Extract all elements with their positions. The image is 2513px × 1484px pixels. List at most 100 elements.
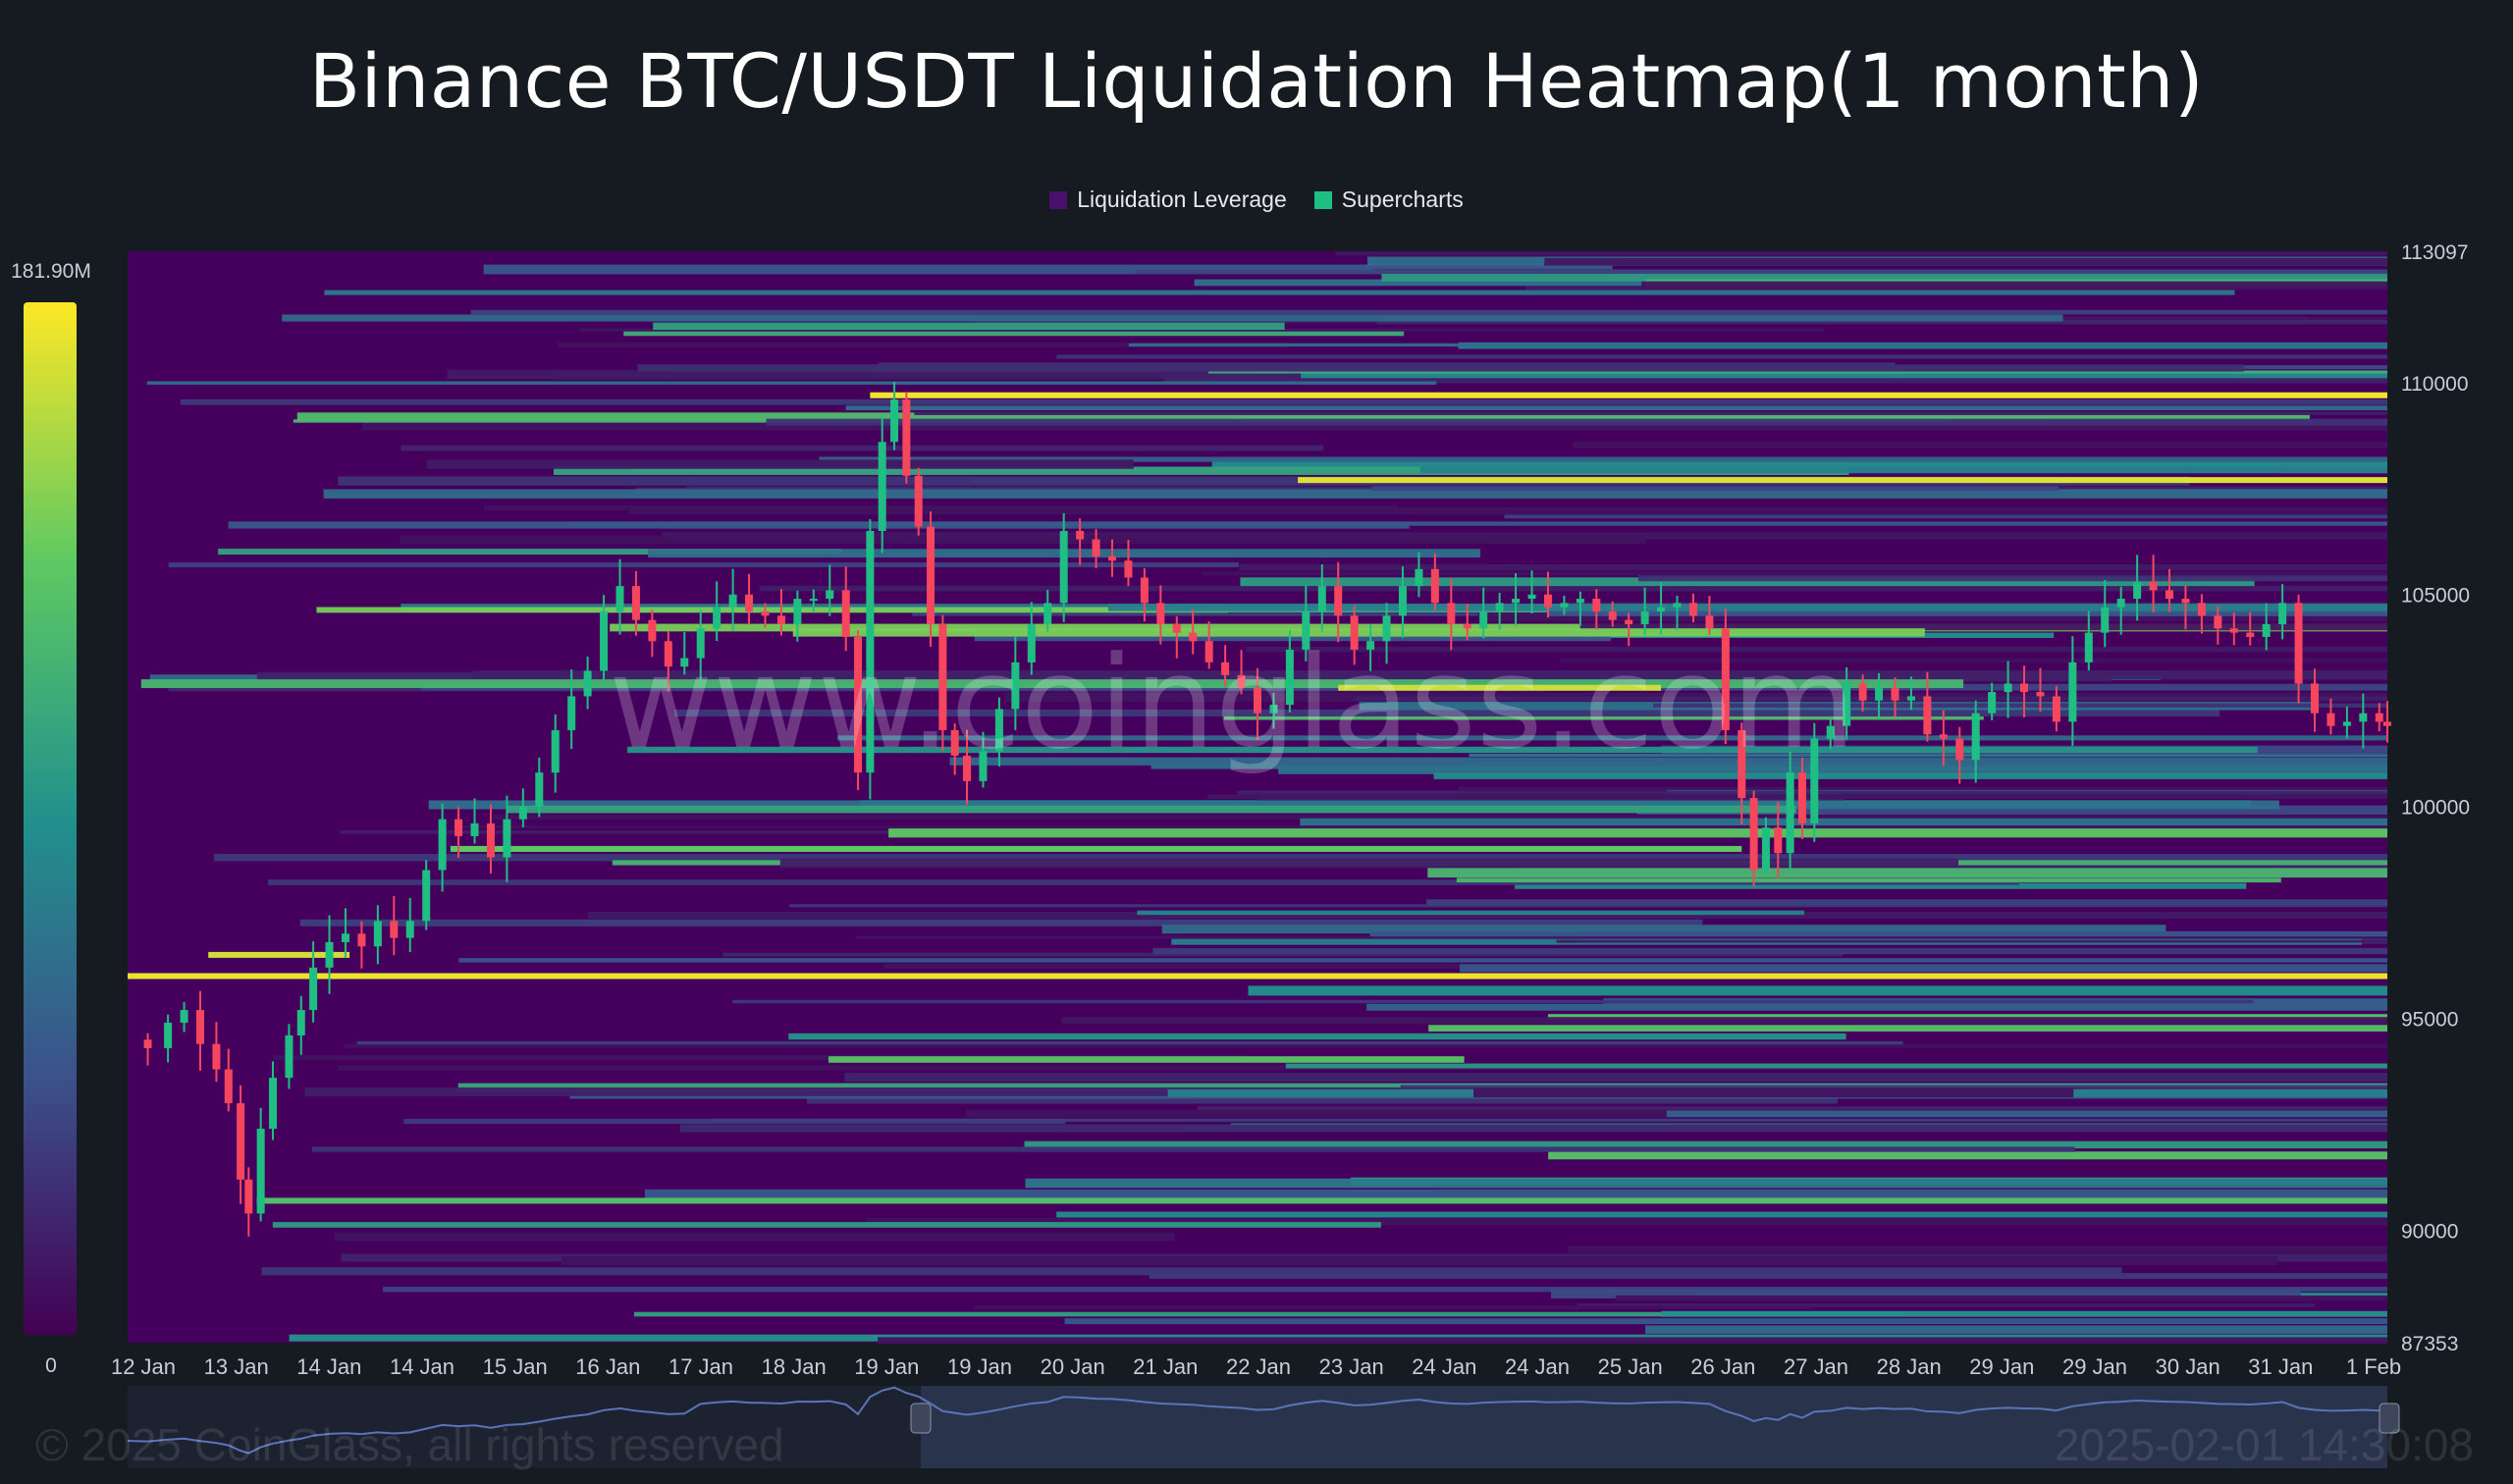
- candle-body: [224, 1069, 233, 1104]
- legend-item-supercharts[interactable]: Supercharts: [1313, 186, 1464, 213]
- colorbar-max-label: 181.90M: [11, 260, 91, 283]
- candle-body: [1285, 649, 1294, 706]
- candle-body: [1738, 729, 1746, 799]
- heatmap-band: [1548, 1151, 2387, 1160]
- heatmap-band: [1245, 646, 2387, 653]
- candle-body: [244, 1179, 253, 1214]
- x-tick-label: 20 Jan: [1041, 1354, 1105, 1379]
- navigator-handle-left[interactable]: [910, 1403, 932, 1434]
- heatmap-band: [1469, 753, 2387, 758]
- x-tick-label: 15 Jan: [483, 1354, 548, 1379]
- heatmap-band: [267, 879, 2019, 885]
- heatmap-band: [1161, 925, 2166, 934]
- heatmap-band: [1637, 575, 2387, 582]
- candle-body: [1043, 603, 1052, 624]
- candle-body: [1640, 611, 1649, 624]
- candle-body: [2181, 599, 2190, 604]
- heatmap-band: [779, 858, 1959, 869]
- heatmap-band: [1206, 794, 2387, 800]
- candle-body: [1955, 738, 1964, 761]
- candle-body: [256, 1128, 265, 1214]
- heatmap-band: [334, 1233, 1175, 1242]
- candle-body: [745, 594, 754, 612]
- candle-body: [1463, 623, 1471, 629]
- candle-body: [854, 636, 863, 773]
- x-tick-label: 29 Jan: [2062, 1354, 2127, 1379]
- colorbar-min-label: 0: [45, 1354, 57, 1377]
- x-tick-label: 13 Jan: [204, 1354, 269, 1379]
- heatmap-band: [1400, 1085, 2387, 1088]
- candle-body: [486, 822, 495, 858]
- candle-body: [180, 1010, 188, 1024]
- candle-body: [914, 475, 923, 527]
- heatmap-band: [1548, 607, 2387, 616]
- heatmap-band: [470, 309, 2387, 315]
- candle-body: [325, 941, 334, 968]
- legend-label-supercharts: Supercharts: [1341, 186, 1464, 212]
- x-tick-label: 24 Jan: [1505, 1354, 1570, 1379]
- candle-body: [454, 819, 463, 836]
- heatmap-band: [637, 364, 2244, 372]
- heatmap-band: [1504, 514, 2387, 519]
- legend: Liquidation Leverage Supercharts: [0, 186, 2513, 213]
- x-tick-label: 23 Jan: [1319, 1354, 1384, 1379]
- heatmap-band: [296, 412, 2310, 421]
- heatmap-band: [1301, 371, 2387, 379]
- x-tick-label: 1 Feb: [2346, 1354, 2401, 1379]
- y-tick-label: 87353: [2401, 1333, 2458, 1355]
- candles: [143, 381, 2391, 1237]
- heatmap-band: [1152, 947, 2387, 955]
- heatmap-band: [447, 369, 1291, 380]
- candle-body: [1204, 641, 1213, 662]
- candle-body: [1875, 687, 1884, 701]
- heatmap-band: [282, 314, 2063, 322]
- heatmap-band: [299, 919, 1703, 927]
- heatmap-band: [1556, 939, 2387, 943]
- heatmap-band: [316, 607, 1229, 613]
- heatmap-band: [1135, 270, 2387, 275]
- candle-body: [866, 530, 875, 773]
- candle-body: [341, 933, 349, 942]
- heatmap-band: [1163, 373, 2387, 384]
- candle-body: [927, 526, 936, 624]
- y-tick-label: 110000: [2401, 373, 2469, 396]
- heatmap-band: [1223, 716, 1984, 720]
- legend-item-liquidation-leverage[interactable]: Liquidation Leverage: [1049, 186, 1287, 213]
- candle-body: [878, 442, 886, 531]
- heatmap-band: [1579, 623, 2387, 631]
- heatmap-band: [1202, 571, 2387, 576]
- navigator-handle-right[interactable]: [2379, 1403, 2400, 1434]
- heatmap-band: [1278, 767, 2387, 774]
- heatmap-band: [180, 398, 2387, 405]
- candle-body: [1761, 827, 1770, 871]
- candle-body: [1749, 798, 1758, 871]
- candle-body: [1810, 738, 1819, 823]
- x-tick-label: 26 Jan: [1690, 1354, 1755, 1379]
- heatmap-band: [324, 290, 2235, 295]
- heatmap-band-strong: [256, 1197, 2387, 1204]
- candle-body: [2036, 692, 2045, 697]
- candle-body: [1971, 713, 1980, 761]
- candle-body: [1172, 623, 1181, 633]
- heatmap-band: [1240, 577, 2255, 587]
- heatmap-band: [788, 1033, 1846, 1040]
- candle-body: [713, 607, 722, 629]
- x-tick-label: 28 Jan: [1877, 1354, 1942, 1379]
- heatmap-band: [1064, 1318, 2387, 1325]
- candle-body: [615, 586, 624, 612]
- heatmap-band: [629, 507, 2387, 515]
- heatmap-band: [1137, 910, 1804, 916]
- candle-body: [1221, 662, 1230, 675]
- candle-body: [2294, 603, 2303, 684]
- y-tick-label: 105000: [2401, 585, 2470, 608]
- heatmap-band: [732, 999, 2254, 1004]
- heatmap-band: [1056, 1211, 2387, 1218]
- x-tick-label: 19 Jan: [947, 1354, 1012, 1379]
- heatmap-band: [807, 1095, 1838, 1104]
- heatmap-band: [1636, 805, 2387, 815]
- heatmap-band: [1366, 1003, 2387, 1011]
- candle-body: [1076, 530, 1085, 540]
- candle-body: [2229, 628, 2238, 633]
- candle-body: [373, 921, 382, 947]
- candle-body: [664, 641, 672, 667]
